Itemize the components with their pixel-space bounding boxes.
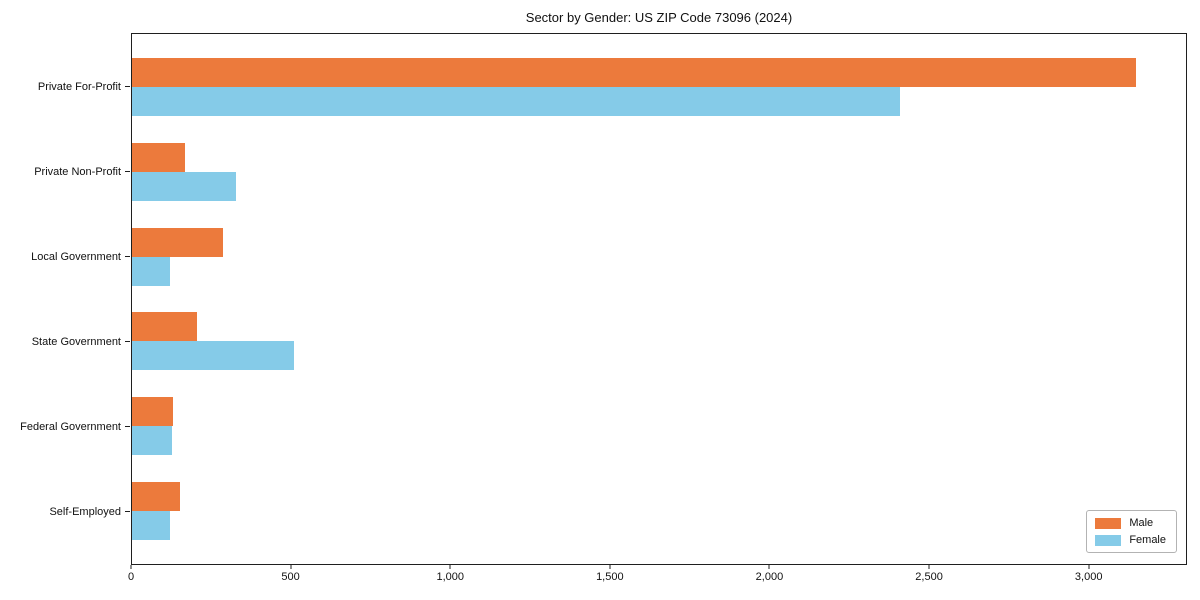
y-tick: Self-Employed [0,469,130,554]
bar-female [132,425,172,455]
bar-group [132,142,1186,201]
legend-item: Male [1095,517,1166,529]
x-tick-label: 2,500 [915,571,943,583]
bar-group [132,227,1186,286]
y-tick: State Government [0,299,130,384]
legend-swatch-female [1095,534,1122,546]
plot-area: Male Female [131,33,1187,565]
x-tick-label: 2,000 [755,571,784,583]
legend-label: Male [1129,517,1154,529]
y-tick: Local Government [0,214,130,299]
bar-group [132,481,1186,540]
y-tick: Federal Government [0,384,130,469]
bar-male [132,312,198,342]
y-axis-labels: Private For-Profit Private Non-Profit Loca… [0,33,130,565]
x-tick-label: 0 [127,571,135,583]
y-tick-mark [125,86,130,87]
chart-title: Sector by Gender: US ZIP Code 73096 (202… [525,10,793,25]
bar-female [132,341,295,371]
x-tick-label: 3,000 [1074,571,1103,583]
y-tick: Private Non-Profit [0,129,130,214]
x-tick-mark [609,565,611,569]
x-tick-mark [1088,565,1090,569]
category-label: State Government [31,335,121,348]
x-tick-mark [130,565,132,569]
x-tick-label: 1,000 [436,571,464,583]
x-tick-mark [449,565,451,569]
x-tick-label: 1,500 [596,571,624,583]
y-tick-mark [125,341,130,342]
bar-female [132,171,236,201]
legend-item: Female [1095,534,1166,546]
x-axis: 0 500 1,000 1,500 2,000 2,500 3,000 [127,565,1187,595]
category-label: Self-Employed [49,505,121,518]
y-tick: Private For-Profit [0,44,130,129]
category-label: Local Government [31,250,121,263]
y-tick-mark [125,171,130,172]
bar-male [132,58,1136,88]
y-tick-mark [125,426,130,427]
bar-male [132,142,185,172]
bar-male [132,396,174,426]
legend-label: Female [1129,534,1166,546]
y-tick-mark [125,511,130,512]
bar-male [132,481,180,511]
legend-swatch-male [1095,517,1122,529]
y-tick-mark [125,256,130,257]
category-label: Private For-Profit [37,80,121,93]
legend: Male Female [1086,510,1177,553]
x-tick-mark [768,565,770,569]
bar-group [132,58,1186,117]
bar-group [132,312,1186,371]
bar-female [132,510,171,540]
x-tick-label: 500 [281,571,300,583]
bar-group [132,396,1186,455]
bar-male [132,227,223,257]
x-tick-mark [290,565,292,569]
category-label: Private Non-Profit [34,165,121,178]
bar-female [132,256,171,286]
bar-female [132,87,900,117]
x-tick-mark [928,565,930,569]
category-label: Federal Government [20,420,121,433]
